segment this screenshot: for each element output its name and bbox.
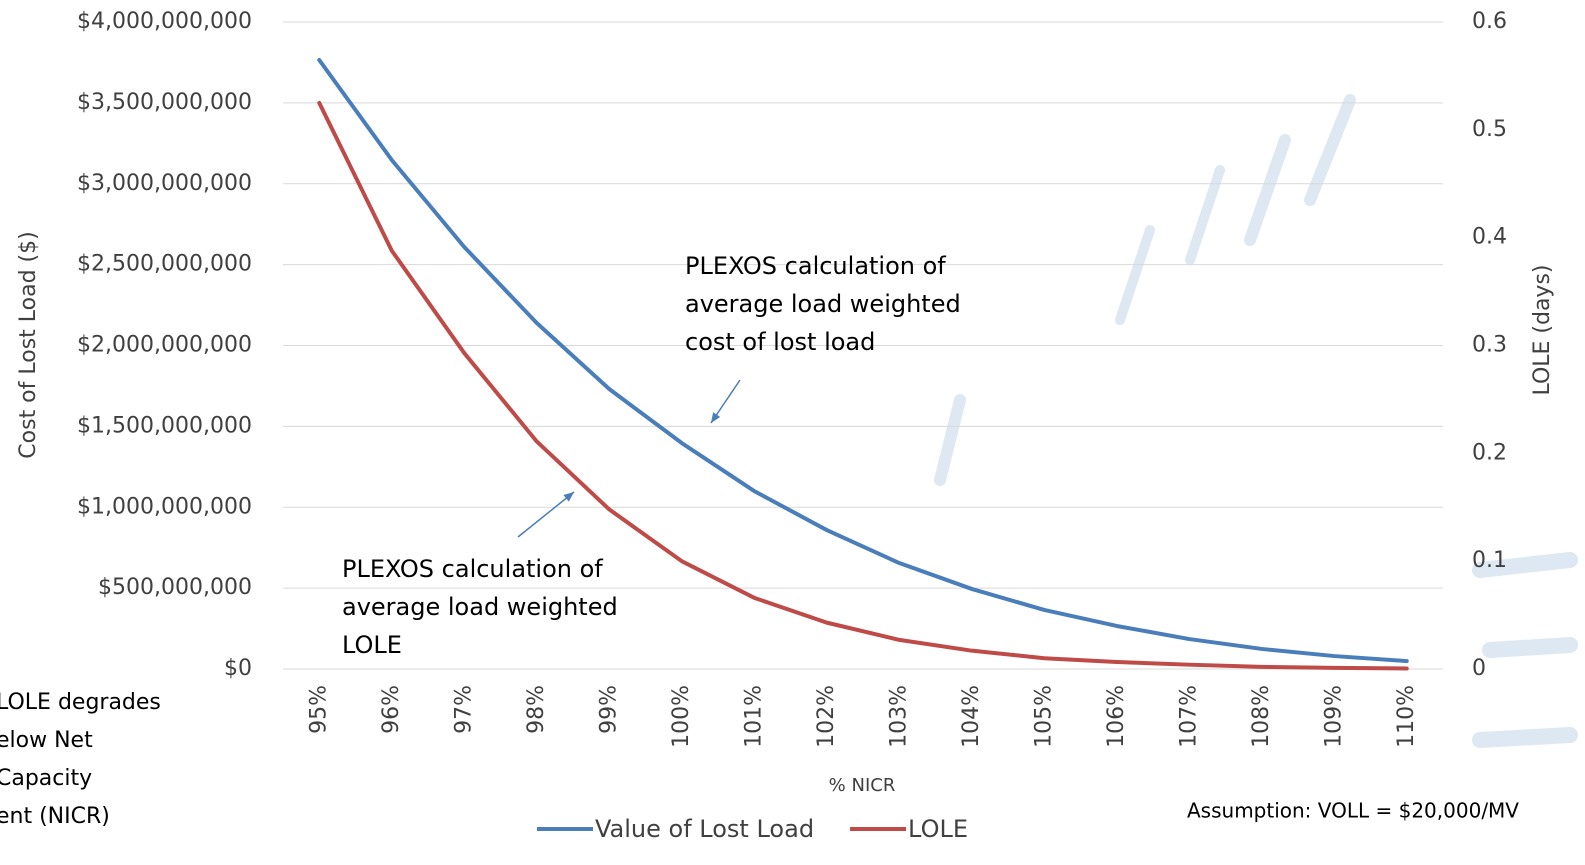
x-tick-label: 107%: [1176, 685, 1201, 748]
x-tick-label: 101%: [741, 685, 766, 748]
y-tick-label: $3,500,000,000: [77, 90, 252, 115]
y2-tick-label: 0.6: [1472, 9, 1507, 34]
x-tick-label: 106%: [1104, 685, 1129, 748]
y2-tick-label: 0.2: [1472, 440, 1507, 465]
annotation: PLEXOS calculation of: [685, 252, 946, 280]
y2-axis-title: LOLE (days): [1530, 264, 1555, 395]
y-tick-label: $1,500,000,000: [77, 413, 252, 438]
watermark: [934, 94, 1578, 748]
x-tick-label: 96%: [379, 685, 404, 734]
y-tick-label: $2,500,000,000: [77, 252, 252, 277]
annotation: elow Net: [0, 728, 93, 753]
legend-label: Value of Lost Load: [595, 815, 814, 843]
annotation: LOLE: [342, 631, 402, 659]
x-tick-label: 105%: [1031, 685, 1056, 748]
y-tick-label: $500,000,000: [98, 575, 252, 600]
annotation: Capacity: [0, 766, 92, 791]
annotation: PLEXOS calculation of: [342, 555, 603, 583]
arrow-head: [563, 492, 574, 502]
data-line: [317, 100, 1409, 671]
annotation: Assumption: VOLL = $20,000/MV: [1187, 799, 1519, 823]
x-tick-label: 100%: [669, 685, 694, 748]
annotation: average load weighted: [342, 593, 618, 621]
x-tick-label: 98%: [524, 685, 549, 734]
x-tick-label: 97%: [451, 685, 476, 734]
y-axis-title: Cost of Lost Load ($): [16, 231, 41, 458]
y-tick-label: $4,000,000,000: [77, 9, 252, 34]
x-tick-label: 95%: [306, 685, 331, 734]
y2-tick-label: 0: [1472, 656, 1486, 681]
y-tick-label: $1,000,000,000: [77, 494, 252, 519]
legend-label: LOLE: [908, 815, 968, 843]
annotation: cost of lost load: [685, 328, 875, 356]
annotation: ent (NICR): [0, 804, 110, 829]
x-axis-title: % NICR: [829, 775, 896, 796]
y2-tick-label: 0.4: [1472, 225, 1507, 250]
annotation: LOLE degrades: [0, 690, 161, 715]
x-tick-label: 108%: [1249, 685, 1274, 748]
y2-tick-label: 0.3: [1472, 333, 1507, 358]
y2-tick-label: 0.1: [1472, 548, 1507, 573]
x-tick-label: 103%: [886, 685, 911, 748]
x-tick-label: 102%: [814, 685, 839, 748]
annotation: average load weighted: [685, 290, 961, 318]
x-tick-label: 110%: [1394, 685, 1419, 748]
x-tick-label: 99%: [596, 685, 621, 734]
x-tick-label: 109%: [1321, 685, 1346, 748]
arrow-head: [711, 412, 721, 423]
y-tick-label: $0: [224, 656, 252, 681]
y-tick-label: $3,000,000,000: [77, 171, 252, 196]
y-tick-label: $2,000,000,000: [77, 333, 252, 358]
y2-tick-label: 0.5: [1472, 117, 1507, 142]
annotation-arrow: [517, 491, 575, 538]
x-tick-label: 104%: [959, 685, 984, 748]
data-line: [317, 58, 1409, 664]
